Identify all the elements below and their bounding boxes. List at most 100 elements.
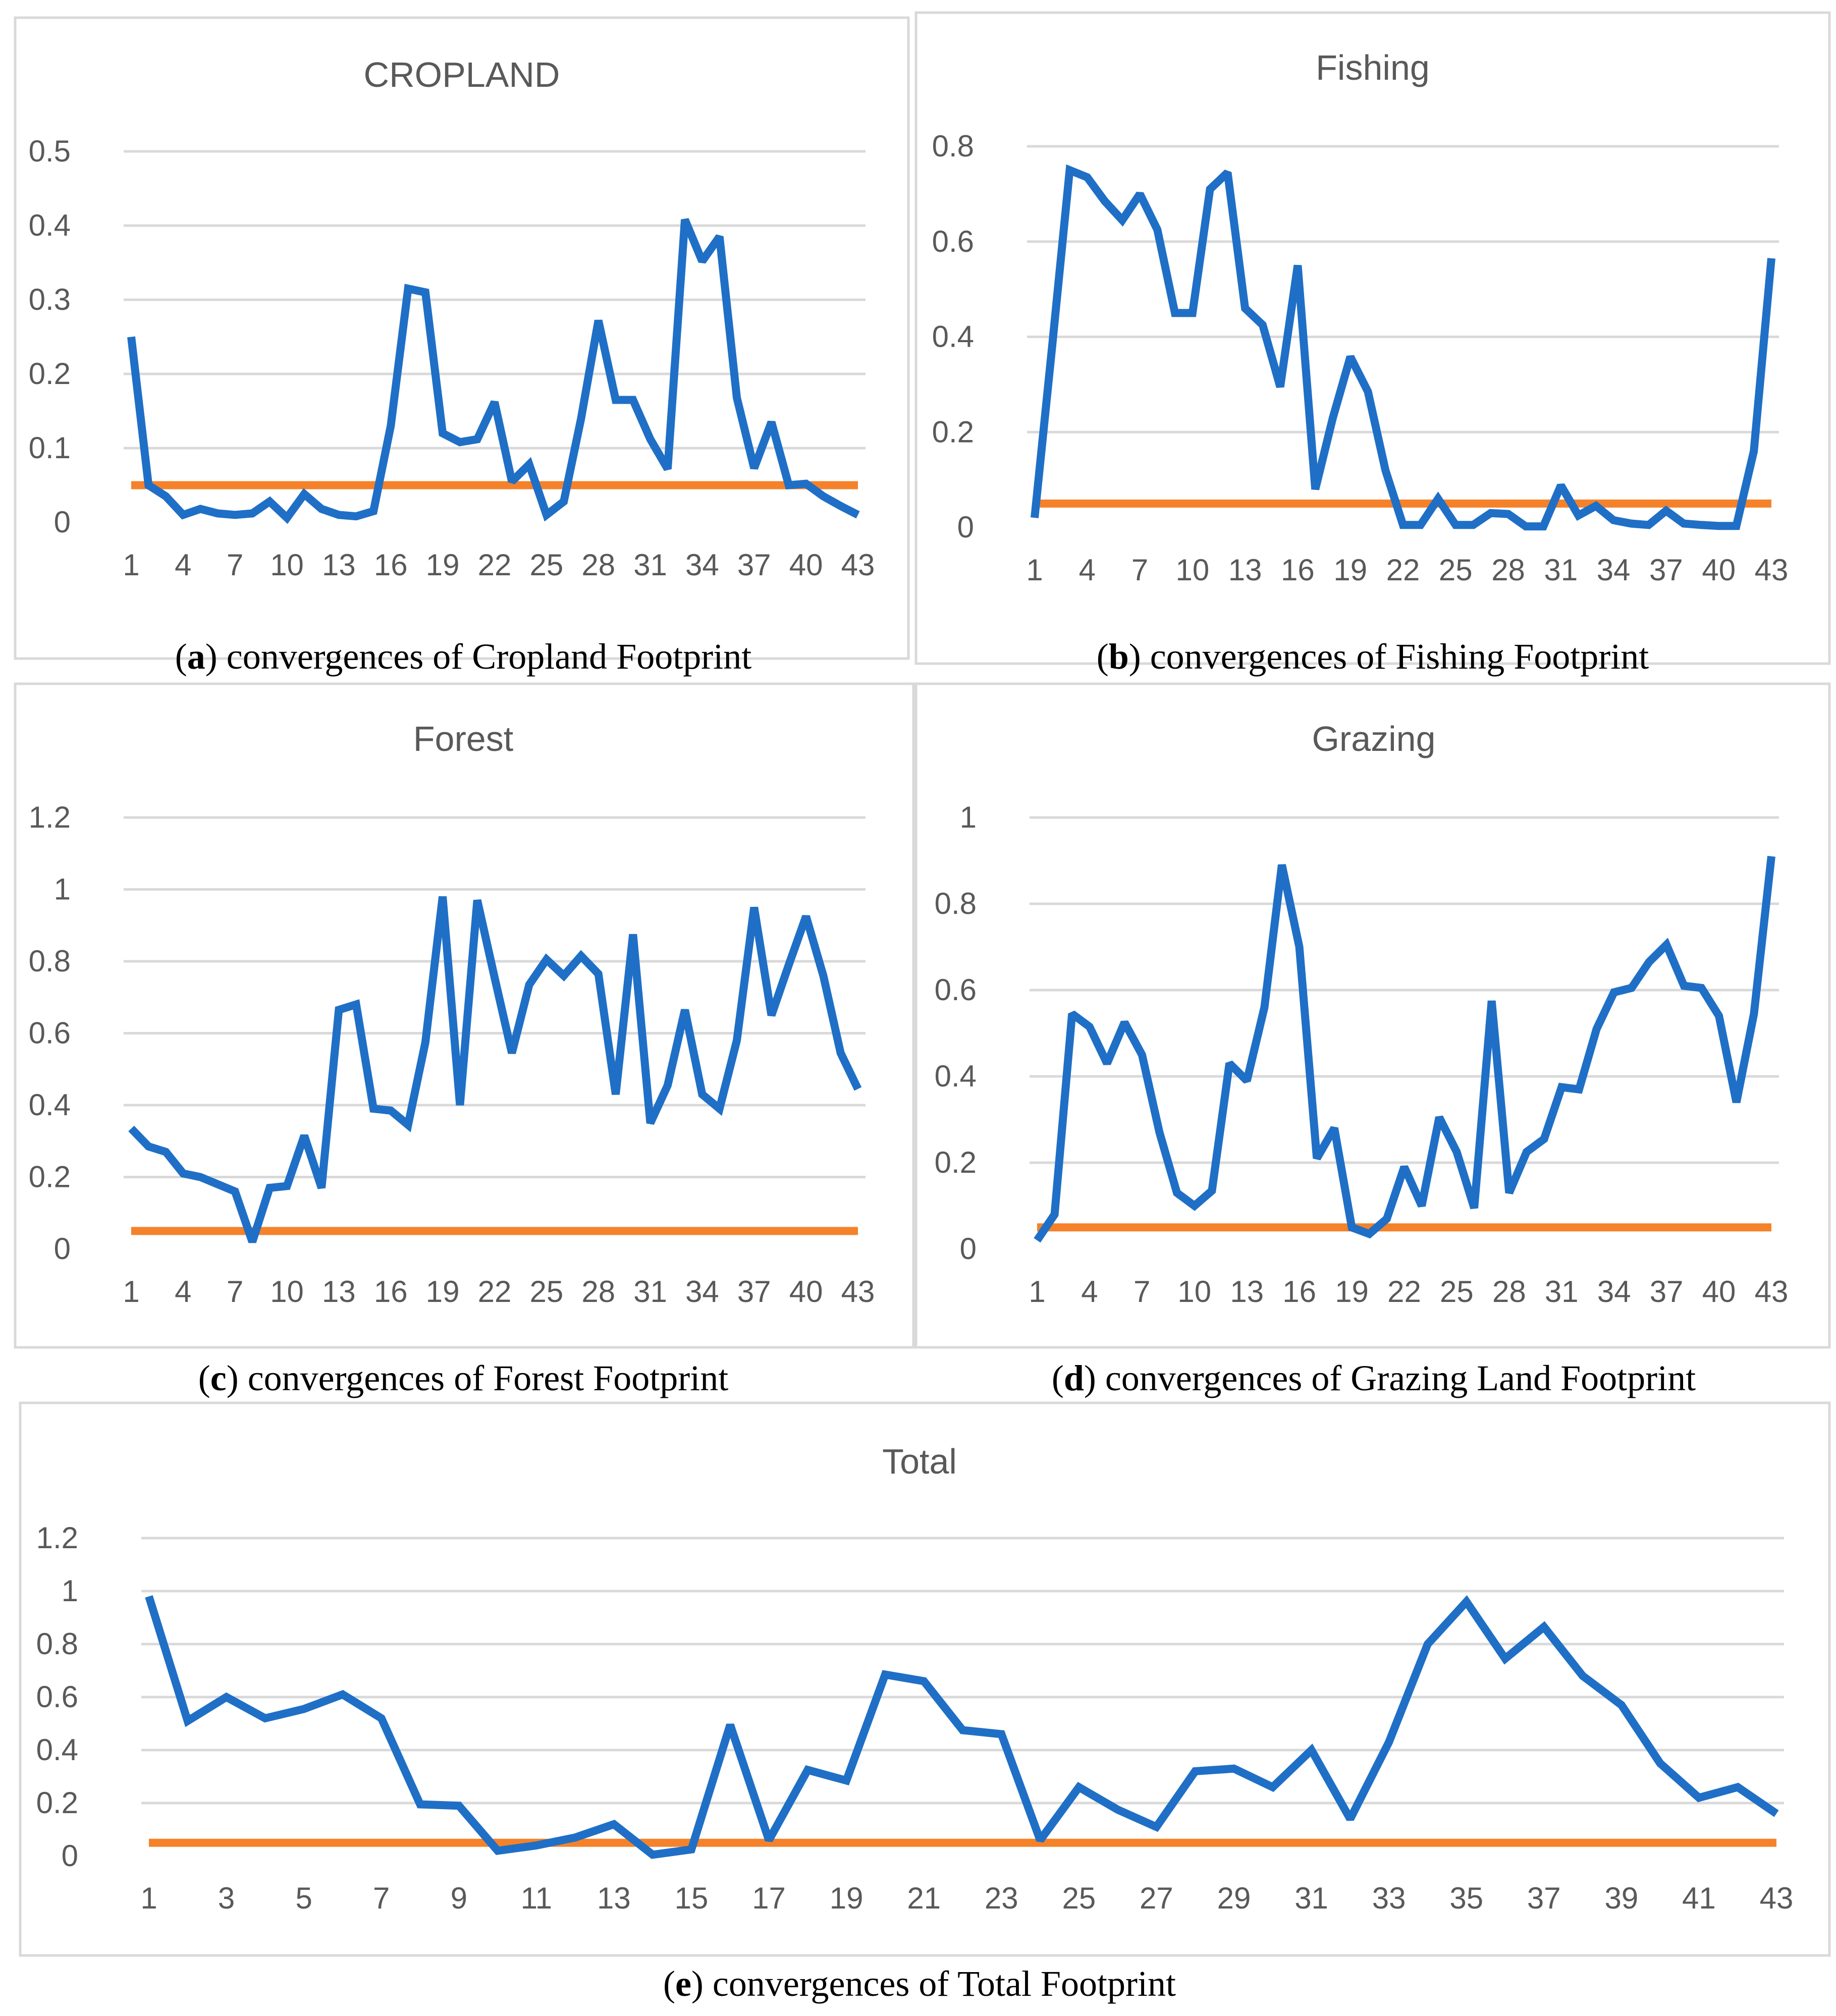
chart-b-y-tick-label: 0.8 (932, 129, 974, 163)
chart-e-y-tick-label: 1 (62, 1574, 78, 1608)
chart-e-data-point (187, 1720, 188, 1721)
chart-e-x-tick-label: 1 (140, 1881, 157, 1915)
chart-a-data-point (511, 481, 512, 482)
chart-e-data-point (1388, 1741, 1389, 1742)
chart-a-caption-letter: a (187, 636, 205, 677)
chart-a-data-point (494, 402, 495, 403)
chart-a-data-point (598, 320, 599, 321)
chart-c-y-tick-label: 0.8 (29, 944, 71, 978)
chart-a-data-point (823, 496, 824, 497)
chart-d-y-tick-label: 0.4 (935, 1059, 977, 1093)
chart-a-series-line (127, 218, 860, 524)
chart-d-x-tick-label: 28 (1492, 1275, 1526, 1309)
chart-a-data-point (667, 468, 668, 469)
chart-c-data-point (408, 1124, 409, 1125)
chart-b-data-point (1192, 312, 1193, 313)
chart-b-data-point (1438, 498, 1439, 499)
chart-b-x-tick-label: 13 (1228, 553, 1262, 587)
chart-a-data-point (338, 514, 339, 515)
chart-c-x-tick-label: 34 (685, 1275, 719, 1309)
chart-d-frame (914, 682, 1831, 1349)
chart-c-data-point (667, 1085, 668, 1086)
chart-e-data-point (1311, 1750, 1312, 1751)
chart-b-data-point (1227, 172, 1228, 173)
chart-a-y-tick-label: 0.2 (29, 357, 71, 391)
chart-c-x-tick-label: 7 (227, 1275, 243, 1309)
chart-b-data-point (1157, 229, 1158, 230)
chart-e-y-tick-label: 0.8 (36, 1627, 78, 1661)
chart-c-y-tick-label: 0.2 (29, 1160, 71, 1194)
chart-b-data-point (1367, 391, 1368, 392)
chart-b-x-tick-label: 22 (1386, 553, 1420, 587)
chart-c-data-point (235, 1191, 236, 1192)
chart-a-x-tick-label: 7 (227, 548, 243, 582)
chart-e-data-point (1543, 1626, 1544, 1627)
chart-a-data-point (408, 288, 409, 289)
chart-c-caption: (c) convergences of Forest Footprint (198, 1358, 728, 1398)
chart-a-x-tick-label: 13 (322, 548, 356, 582)
chart-a-y-tick-label: 0 (54, 505, 71, 539)
chart-e-x-tick-label: 19 (830, 1881, 863, 1915)
chart-a-data-point (131, 337, 132, 338)
chart-c-x-tick-label: 13 (322, 1275, 356, 1309)
chart-c-data-point (580, 955, 581, 956)
chart-d-data-point (1089, 1026, 1090, 1027)
chart-b-data-point (1262, 324, 1263, 325)
chart-a-y-tick-label: 0.3 (29, 283, 71, 316)
chart-b-data-point (1350, 356, 1351, 357)
chart-c-data-point (131, 1128, 132, 1129)
chart-a-data-point (615, 399, 616, 400)
chart-a-data-point (719, 236, 720, 237)
chart-b-data-point (1753, 451, 1754, 452)
chart-e-data-point (264, 1718, 265, 1719)
chart-e-frame (19, 1401, 1831, 1957)
chart-c-data-point (252, 1241, 253, 1242)
chart-c-series-line (128, 896, 862, 1243)
chart-b-data-point (1578, 515, 1579, 516)
chart-e-data-point (303, 1709, 304, 1710)
chart-e-data-point (652, 1854, 653, 1855)
chart-c-data-point (823, 975, 824, 976)
chart-a-data-point (183, 514, 184, 515)
chart-b-frame (914, 11, 1831, 665)
chart-a-data-point (166, 496, 167, 497)
chart-c-data-point (701, 1094, 703, 1095)
chart-c-x-tick-label: 4 (175, 1275, 191, 1309)
chart-b-x-tick-label: 4 (1079, 553, 1096, 587)
chart-a-data-point (390, 425, 391, 426)
chart-d-data-point (1753, 1013, 1754, 1014)
chart-c-data-point (287, 1185, 288, 1186)
chart-a-data-point (200, 509, 201, 510)
chart-a-data-point (736, 397, 737, 398)
chart-c-x-tick-label: 40 (789, 1275, 823, 1309)
chart-e-x-tick-label: 33 (1372, 1881, 1406, 1915)
chart-c-data-point (269, 1187, 270, 1188)
chart-c-data-point (598, 973, 599, 974)
chart-e-data-point (1078, 1787, 1079, 1788)
chart-a-data-point (304, 494, 305, 495)
chart-d-x-tick-label: 43 (1755, 1275, 1789, 1309)
chart-a-title: CROPLAND (364, 55, 560, 94)
chart-d-data-point (1037, 1240, 1038, 1241)
chart-d-data-point (1474, 1208, 1475, 1209)
chart-e-x-tick-label: 43 (1760, 1881, 1794, 1915)
chart-d-caption-letter: d (1064, 1358, 1084, 1398)
chart-d-data-point (1142, 1054, 1143, 1055)
chart-e-x-tick-label: 39 (1604, 1881, 1638, 1915)
chart-e-x-tick-label: 13 (597, 1881, 631, 1915)
chart-c-plot: 0 0.2 0.4 0.6 0.8 1 1.2 1 4 7 10 13 16 19 22 25 28 31 34 37… (29, 800, 875, 1309)
chart-a-y-tick-label: 0.4 (29, 208, 71, 242)
chart-c-data-point (546, 959, 547, 960)
chart-c-title: Forest (413, 719, 513, 758)
chart-b-x-tick-label: 28 (1491, 553, 1525, 587)
chart-d-data-point (1701, 988, 1702, 989)
chart-e-data-point (1427, 1644, 1428, 1645)
chart-a-data-point (373, 511, 374, 512)
chart-b-data-point (1683, 523, 1684, 524)
chart-b-data-point (1140, 193, 1141, 194)
chart-b-data-point (1332, 417, 1333, 418)
chart-c-caption-letter: c (210, 1358, 227, 1398)
chart-a-data-point (788, 485, 789, 486)
chart-b-x-tick-label: 1 (1026, 553, 1043, 587)
chart-d-x-tick-label: 1 (1029, 1275, 1045, 1309)
